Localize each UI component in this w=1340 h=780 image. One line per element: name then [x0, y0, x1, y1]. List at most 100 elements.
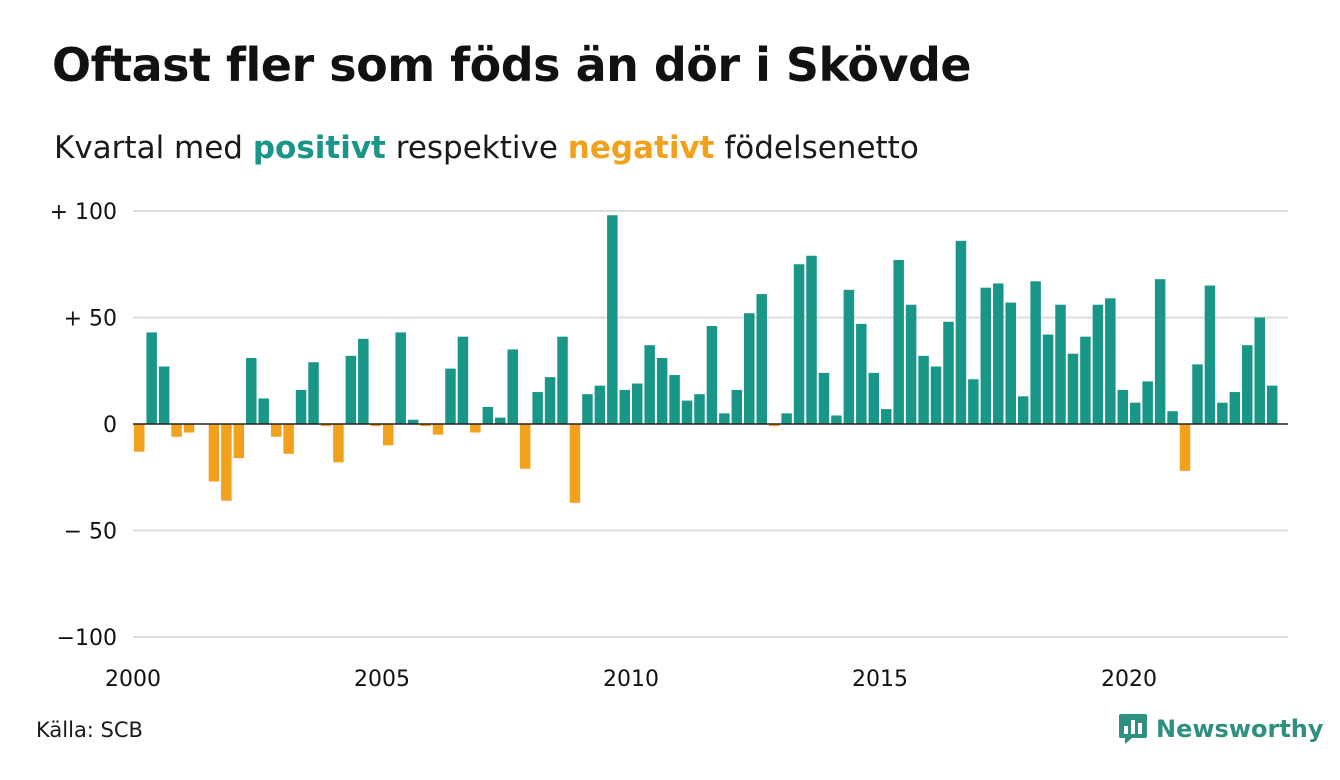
bar: [432, 424, 444, 435]
source-note: Källa: SCB: [36, 718, 143, 742]
x-tick-label: 2000: [105, 667, 161, 692]
bar: [1005, 302, 1016, 424]
bar: [644, 345, 655, 424]
bar: [569, 424, 581, 503]
bar: [1030, 281, 1041, 424]
bar: [1154, 279, 1166, 424]
bar: [993, 283, 1004, 424]
x-tick-label: 2020: [1101, 667, 1157, 692]
bar: [1092, 304, 1104, 424]
bar: [955, 240, 967, 424]
bar: [495, 417, 506, 424]
bar: [868, 372, 880, 424]
bar: [544, 377, 556, 424]
bar: [1080, 336, 1091, 424]
bar: [246, 357, 257, 424]
bar: [1105, 298, 1116, 424]
bar: [681, 400, 693, 424]
subtitle-suffix: födelsenetto: [724, 130, 919, 166]
chart-title: Oftast fler som föds än dör i Skövde: [52, 38, 972, 92]
bar: [1179, 424, 1191, 471]
subtitle-middle: respektive: [395, 130, 558, 166]
bar: [1017, 396, 1029, 424]
bar: [831, 415, 842, 424]
bar: [445, 368, 456, 424]
bar: [968, 379, 979, 424]
bar: [532, 392, 543, 424]
bar: [221, 424, 232, 501]
bar: [856, 323, 867, 424]
x-tick-label: 2005: [354, 667, 410, 692]
bar: [669, 375, 680, 424]
bar: [918, 355, 929, 424]
x-tick-label: 2015: [852, 667, 908, 692]
bar-chart-speech-bubble-icon: [1119, 714, 1147, 744]
bar: [1242, 345, 1253, 424]
bar: [607, 215, 618, 424]
x-tick-label: 2010: [603, 667, 659, 692]
y-tick-label: + 50: [64, 307, 117, 332]
bar: [582, 394, 593, 424]
bar: [407, 419, 419, 424]
bar: [333, 424, 344, 463]
bar: [370, 424, 382, 427]
bar: [594, 385, 606, 424]
bar: [233, 424, 245, 459]
bar: [507, 349, 518, 424]
bar: [980, 287, 992, 424]
bar: [1042, 334, 1054, 424]
bar: [731, 389, 743, 424]
bar: [457, 336, 469, 424]
bar: [930, 366, 942, 424]
bar: [1055, 304, 1066, 424]
bar: [880, 409, 892, 424]
bar: [208, 424, 220, 482]
bar: [345, 355, 357, 424]
bar: [631, 383, 643, 424]
bar: [806, 255, 817, 424]
bar: [258, 398, 269, 424]
bar: [420, 424, 431, 427]
subtitle-prefix: Kvartal med: [54, 130, 243, 166]
bar: [283, 424, 294, 454]
bar: [694, 394, 705, 424]
bar: [943, 321, 954, 424]
bar: [382, 424, 394, 446]
bar: [358, 338, 369, 424]
bar: [1129, 402, 1141, 424]
logo-text: Newsworthy: [1156, 715, 1324, 743]
subtitle-positive-label: positivt: [252, 130, 386, 166]
bar: [295, 389, 307, 424]
bar: [893, 259, 904, 424]
bar: [158, 366, 170, 424]
bar: [1167, 411, 1178, 424]
bar: [320, 424, 332, 427]
bar: [619, 389, 631, 424]
bar: [1067, 353, 1079, 424]
bar: [781, 413, 792, 424]
bar: [395, 332, 406, 424]
bar: [171, 424, 182, 437]
bar: [1117, 389, 1129, 424]
bar: [719, 413, 730, 424]
bar: [470, 424, 481, 433]
brand-logo: Newsworthy: [1118, 712, 1324, 746]
bar: [270, 424, 282, 437]
bar: [146, 332, 157, 424]
bar: [793, 264, 805, 424]
y-tick-label: −100: [57, 626, 117, 651]
bar: [1254, 317, 1265, 424]
bar: [818, 372, 830, 424]
bar: [1217, 402, 1228, 424]
bar: [1229, 392, 1241, 424]
bar: [744, 313, 755, 424]
bar-chart: + 100 + 50 0 − 50 −100 2000 2005 2010 2015 2020: [50, 200, 1288, 692]
bar: [905, 304, 917, 424]
bar: [1192, 364, 1203, 424]
bar: [768, 424, 780, 427]
bar: [183, 424, 195, 433]
bar: [519, 424, 531, 469]
chart-subtitle: Kvartal med positivt respektive negativt…: [54, 130, 919, 166]
bar: [1266, 385, 1278, 424]
bar: [133, 424, 145, 452]
